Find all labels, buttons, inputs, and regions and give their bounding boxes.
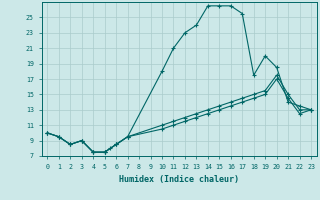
X-axis label: Humidex (Indice chaleur): Humidex (Indice chaleur)	[119, 175, 239, 184]
